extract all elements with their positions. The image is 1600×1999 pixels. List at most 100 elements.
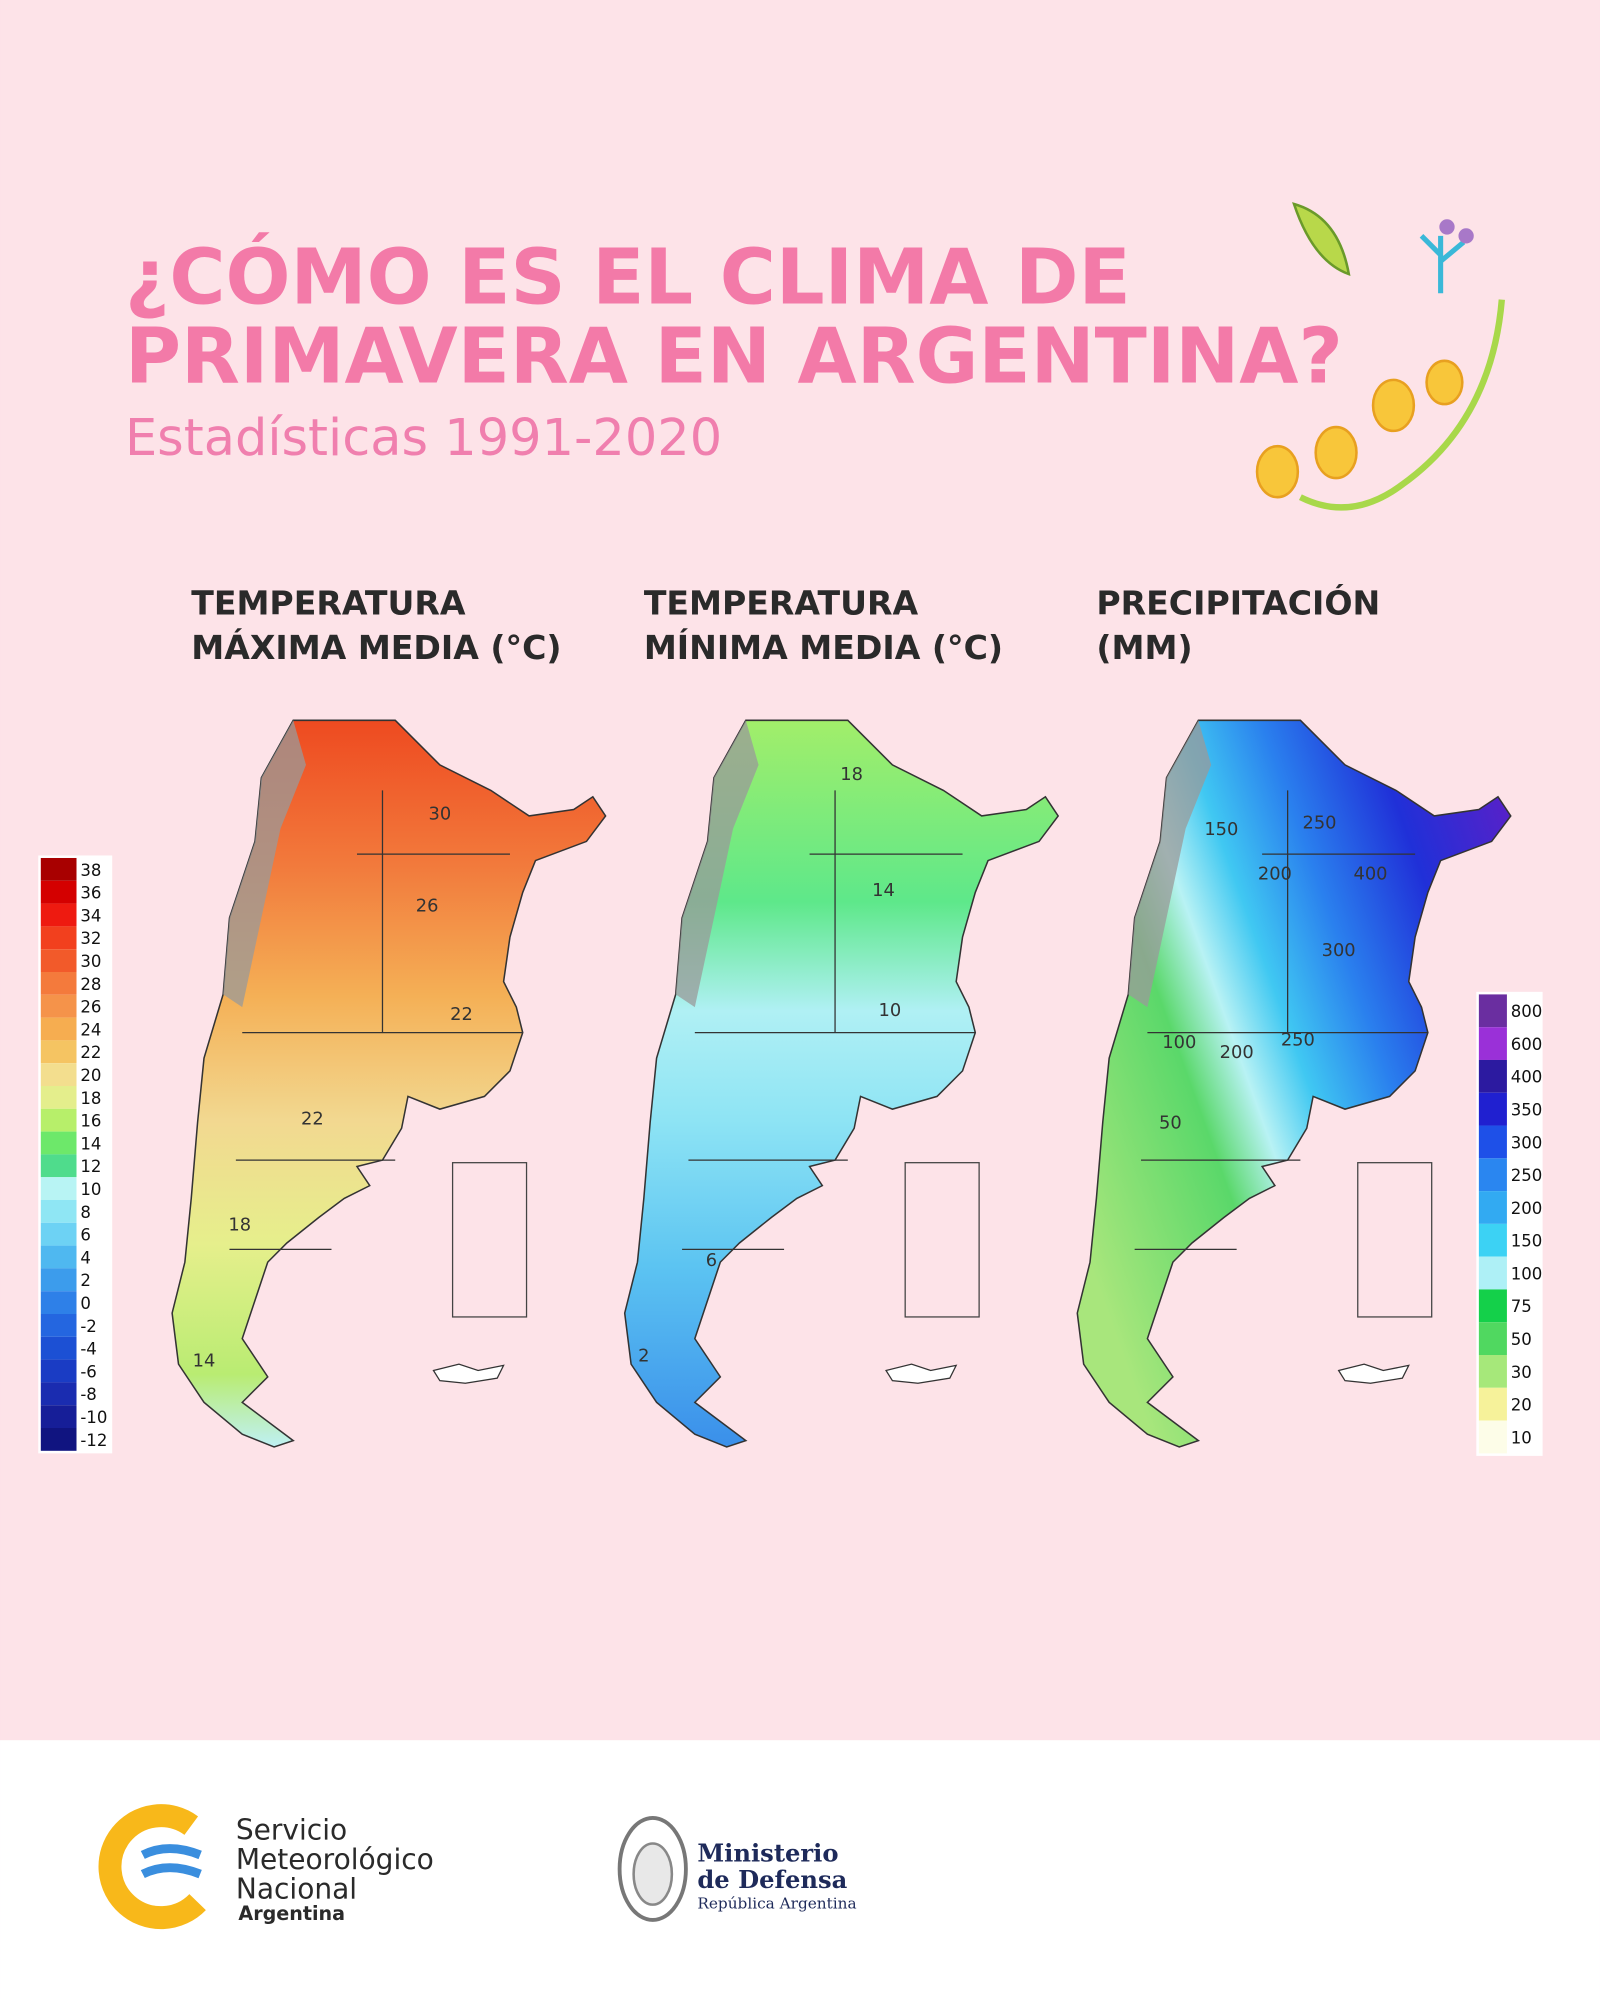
contour-label: 100 [1162,1032,1196,1053]
legend-label: 4 [80,1248,91,1267]
legend-label: 10 [80,1180,101,1199]
legend-swatch [1478,994,1507,1028]
contour-label: 22 [301,1108,324,1129]
mountains [675,720,759,1008]
map [171,719,607,1448]
contour-label: 10 [879,1000,902,1021]
footer-band [0,1740,1600,1999]
contour-label: 150 [1204,819,1238,840]
map-title: MÍNIMA MEDIA (°C) [644,627,1003,667]
legend-swatch [40,1177,77,1200]
legend-swatch [40,1131,77,1155]
legend-swatch [1478,1355,1507,1388]
title-line: ¿CÓMO ES EL CLIMA DE [125,231,1131,322]
contour-label: 26 [416,896,439,917]
legend-swatch [40,1085,77,1109]
legend-label: 20 [80,1066,101,1085]
legend-label: 250 [1511,1166,1543,1185]
legend-label: 8 [80,1203,91,1222]
legend-swatch [40,1017,77,1041]
ministerio-logo: Ministerio de Defensa República Argentin… [617,1816,857,1922]
contour-label: 2 [638,1346,649,1367]
legend-swatch [40,1314,77,1337]
legend-label: 50 [1511,1330,1532,1349]
legend-swatch [40,1063,77,1086]
legend-label: 12 [80,1157,101,1176]
legend-label: 38 [80,861,101,880]
legend-swatch [40,994,77,1018]
inset-box [1357,1162,1433,1318]
map-title: TEMPERATURA [191,583,466,622]
legend-swatch [1478,1027,1507,1060]
legend-swatch [1478,1158,1507,1192]
contour-label: 22 [450,1004,473,1025]
contour-label: 250 [1302,813,1336,834]
legend-swatch [40,926,77,950]
logo-text: República Argentina [697,1894,856,1912]
legend-swatch [40,1108,77,1132]
province-lines [682,790,976,1251]
map [623,719,1059,1448]
legend-swatch [40,903,77,927]
legend-label: 24 [80,1020,101,1039]
legend-swatch [1478,1191,1507,1224]
legend-swatch [1478,1125,1507,1159]
legends: 38363432302826242220181614121086420-2-4-… [38,855,1543,1456]
contour-label: 200 [1258,864,1292,885]
legend-label: 18 [80,1089,101,1108]
legend-swatch [1478,1092,1507,1126]
legend-label: -10 [80,1408,107,1427]
legend-swatch [40,1336,77,1360]
legend-swatch [1478,1387,1507,1421]
province-lines [1134,790,1428,1251]
legend-label: 16 [80,1112,101,1131]
logo-text: Meteorológico [236,1843,434,1876]
legend-label: -6 [80,1362,97,1381]
legend-swatch [1478,1256,1507,1290]
legend-swatch [40,880,77,904]
legend-label: -2 [80,1317,97,1336]
legend-label: -4 [80,1340,97,1359]
logo-text: de Defensa [697,1865,847,1894]
legend-swatch [1478,1059,1507,1093]
legend-label: 22 [80,1043,101,1062]
legend-label: 36 [80,884,101,903]
logo-text: Nacional [236,1872,357,1905]
inset-box [904,1162,980,1318]
legend-swatch [1478,1223,1507,1257]
legend-label: 400 [1511,1068,1543,1087]
smn-logo: Servicio Meteorológico Nacional Argentin… [98,1804,434,1930]
map-title: TEMPERATURA [644,583,919,622]
contour-label: 14 [872,880,895,901]
legend-swatch [40,1428,77,1451]
contour-label: 50 [1159,1112,1182,1133]
legend-swatch [40,1291,77,1315]
legend-label: 28 [80,975,101,994]
legend-swatch [1478,1322,1507,1356]
map-title: PRECIPITACIÓN [1096,582,1380,622]
legend-label: 10 [1511,1428,1532,1447]
logo-text: Ministerio [697,1838,838,1867]
map [1076,719,1512,1448]
legend-label: 300 [1511,1133,1543,1152]
legend-label: 2 [80,1271,91,1290]
legend-label: -8 [80,1385,97,1404]
contour-label: 250 [1281,1029,1315,1050]
legend-swatch [40,1245,77,1269]
legend-swatch [40,949,77,972]
mountains [1128,720,1212,1008]
legend-label: 600 [1511,1035,1543,1054]
logo-text: Argentina [238,1902,345,1925]
legend-label: 34 [80,906,101,925]
legend-label: -12 [80,1431,107,1450]
contour-label: 200 [1220,1042,1254,1063]
contour-label: 18 [228,1214,251,1235]
legend-label: 30 [1511,1363,1532,1382]
legend-label: 20 [1511,1396,1532,1415]
legend-swatch [1478,1420,1507,1454]
legend-label: 100 [1511,1264,1543,1283]
logo-text: Servicio [236,1814,347,1847]
legend-label: 26 [80,998,101,1017]
